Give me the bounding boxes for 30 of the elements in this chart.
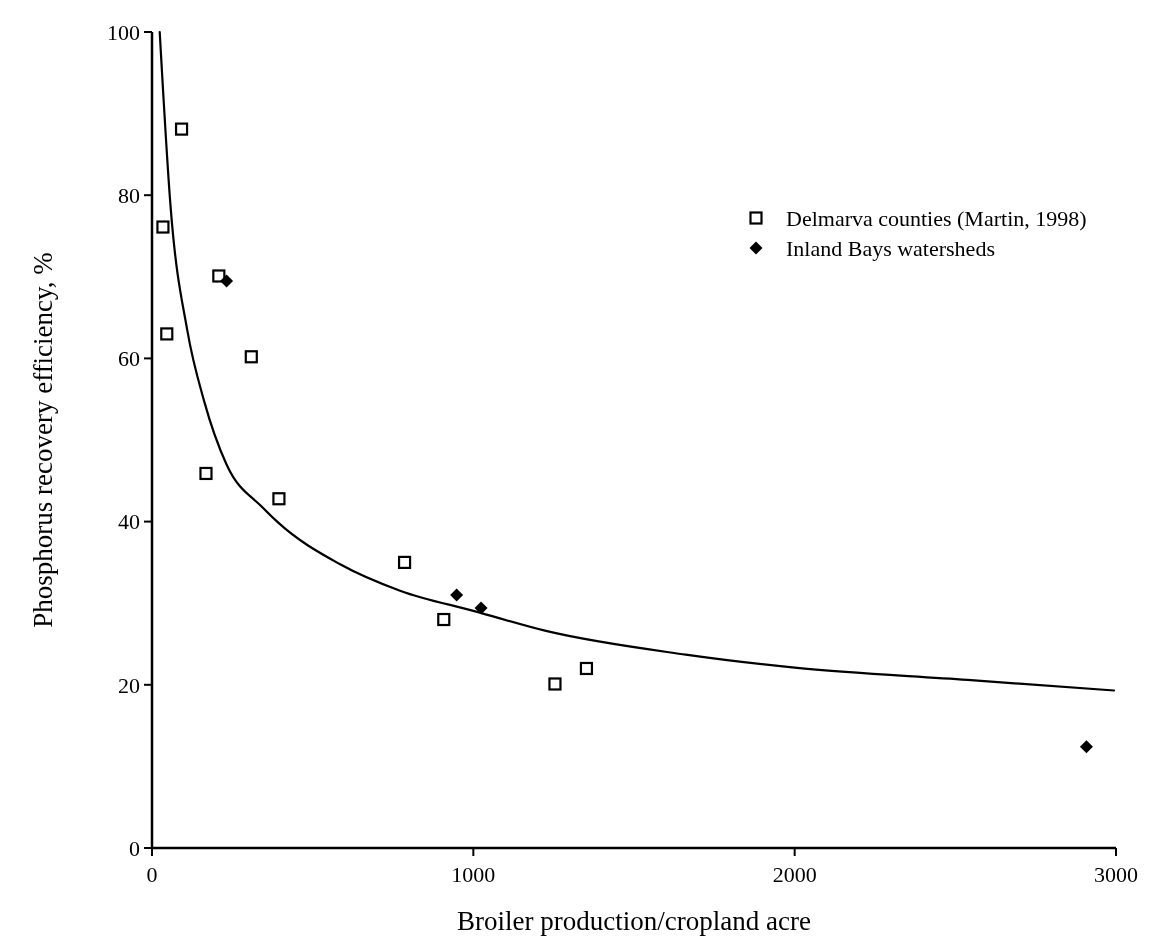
point: [160, 327, 174, 341]
point: [450, 588, 464, 602]
point: [474, 601, 488, 615]
point: [174, 122, 189, 136]
point: [548, 677, 562, 691]
y-axis-title: Phosphorus recovery efficiency, %: [28, 252, 58, 628]
x-axis-title: Broiler production/cropland acre: [457, 906, 811, 936]
point: [244, 350, 258, 364]
point: [437, 612, 451, 627]
point: [397, 555, 412, 569]
point: [272, 492, 286, 506]
x-tick-label: 3000: [1094, 862, 1138, 887]
legend-label: Inland Bays watersheds: [786, 235, 995, 261]
y-tick-label: 20: [118, 672, 140, 698]
point: [1079, 740, 1093, 754]
y-tick-label: 40: [118, 509, 140, 535]
x-tick-label: 1000: [451, 862, 496, 887]
y-tick-label: 100: [107, 19, 140, 45]
point: [212, 269, 226, 283]
y-tick-label: 60: [118, 346, 140, 372]
point: [199, 466, 213, 481]
y-tick-label: 0: [129, 835, 140, 861]
point: [579, 661, 594, 676]
point: [220, 274, 234, 288]
x-tick-label: 0: [146, 862, 158, 887]
legend-label: Delmarva counties (Martin, 1998): [786, 205, 1087, 231]
point: [156, 220, 170, 234]
line-series: [158, 30, 1116, 692]
y-tick-label: 80: [118, 182, 140, 208]
x-tick-label: 2000: [772, 862, 817, 887]
